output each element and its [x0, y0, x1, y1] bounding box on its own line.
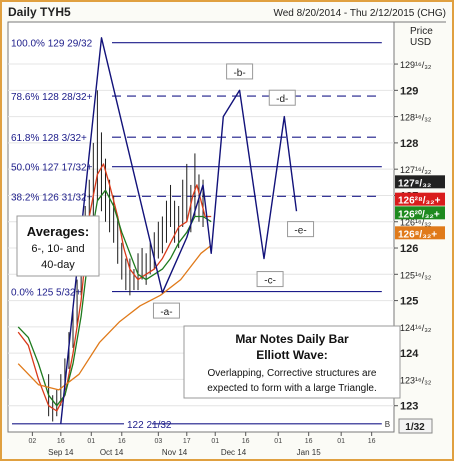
price-tag-label: 126²⁸/₃₂+ — [398, 196, 441, 207]
wave-label: -c- — [264, 276, 276, 287]
price-tag-label: 126²⁰/₃₂+ — [398, 209, 440, 220]
wave-label-box — [226, 63, 254, 80]
fib-label: 100.0% 129 29/32 — [11, 39, 93, 50]
averages-box — [16, 215, 100, 277]
y-tick-label: 126 — [400, 243, 418, 255]
y-tick-label: 124¹⁶/₃₂ — [400, 323, 432, 333]
x-tick-label: 16 — [242, 438, 250, 445]
price-tag — [395, 226, 445, 240]
x-tick-label: 01 — [337, 438, 345, 445]
price-tag — [395, 175, 445, 189]
price-tag-label: 127⁸/₃₂ — [398, 178, 431, 189]
fib-label: 61.8% 128 3/32+ — [11, 133, 87, 144]
y-tick-label: 125 — [400, 296, 418, 308]
fib-label: 38.2% 126 31/32+ — [11, 192, 93, 203]
scale-badge — [398, 418, 433, 434]
y-tick-label: 128 — [400, 138, 418, 150]
moving-averages — [17, 163, 212, 412]
x-tick-label: 16 — [57, 438, 65, 445]
fib-label: 0.0% 125 5/32+ — [11, 288, 81, 299]
fib-label: 50.0% 127 17/32+ — [11, 163, 93, 174]
y-tick-label: 123 — [400, 401, 418, 413]
y-tick-label: 129 — [400, 85, 418, 97]
y-tick-label: 128¹⁶/₃₂ — [400, 113, 432, 123]
commentary-body: expected to form with a large Triangle. — [207, 383, 377, 394]
y-units-label: Price — [410, 26, 433, 37]
commentary-headline: Mar Notes Daily Bar — [235, 332, 349, 346]
commentary-body: Overlapping, Corrective structures are — [208, 368, 377, 379]
wave-label-box — [152, 302, 180, 319]
wave-label: -d- — [276, 94, 288, 105]
x-month-label: Oct 14 — [100, 448, 124, 457]
x-tick-label: 17 — [183, 438, 191, 445]
y-tick-label: 124 — [400, 348, 419, 360]
wave-label-box — [256, 271, 284, 288]
x-tick-label: 02 — [28, 438, 36, 445]
average-series-line — [17, 163, 212, 412]
average-series-line — [17, 189, 212, 407]
x-month-label: Dec 14 — [221, 448, 247, 457]
b-marker: B — [385, 420, 390, 429]
y-tick-label: 125¹⁶/₃₂ — [400, 270, 432, 280]
wave-label: -b- — [233, 68, 245, 79]
y-tick-label: 127¹⁶/₃₂ — [400, 165, 432, 175]
x-tick-label: 01 — [211, 438, 219, 445]
wave-label: -a- — [160, 307, 172, 318]
fibonacci-levels: 100.0% 129 29/32 78.6% 128 28/32+ 61.8% 12… — [11, 39, 390, 431]
date-range: Wed 8/20/2014 - Thu 2/12/2015 (CHG) — [273, 8, 446, 19]
averages-line: 40-day — [41, 259, 75, 271]
scale-note: 1/32 — [405, 422, 425, 433]
x-tick-label: 01 — [87, 438, 95, 445]
x-tick-label: 03 — [154, 438, 162, 445]
wave-path — [60, 37, 298, 424]
x-tick-label: 01 — [274, 438, 282, 445]
price-tag-label: 126⁸/₃₂+ — [398, 229, 437, 240]
y-tick-label: 129¹⁶/₃₂ — [400, 60, 432, 70]
x-month-label: Jan 15 — [297, 448, 322, 457]
y-tick-label: 123¹⁶/₃₂ — [400, 375, 432, 385]
fib-label: 122 21/32 — [127, 420, 172, 431]
price-tag — [395, 192, 445, 206]
x-month-label: Sep 14 — [48, 448, 74, 457]
averages-title: Averages: — [27, 224, 89, 239]
x-tick-label: 16 — [368, 438, 376, 445]
wave-label: -e- — [294, 226, 306, 237]
wave-label-box — [287, 221, 315, 238]
annotations: Averages: 6-, 10- and 40-day Mar Notes Dail… — [16, 215, 401, 399]
price-tag — [395, 206, 445, 220]
averages-line: 6-, 10- and — [31, 243, 84, 255]
commentary-headline: Elliott Wave: — [256, 348, 328, 362]
wave-labels: -a- -b- -c- -d- -e- — [152, 63, 315, 319]
chart-title: Daily TYH5 — [8, 5, 71, 19]
wave-series-line — [60, 37, 298, 424]
commentary-box — [183, 325, 401, 399]
average-series-line — [17, 244, 212, 391]
fib-label: 78.6% 128 28/32+ — [11, 92, 93, 103]
x-month-label: Nov 14 — [162, 448, 188, 457]
y-units-label: USD — [410, 37, 431, 48]
x-axis: 02 16 01 16 03 17 01 16 01 16 01 16 Sep 14 Oct 14 Nov … — [28, 432, 376, 457]
y-tick-label: 126¹⁶/₃₂ — [400, 218, 432, 228]
price-tags: 127⁸/₃₂ 126²⁸/₃₂+ 126²⁰/₃₂+ 126⁸/₃₂+ — [395, 175, 445, 240]
wave-label-box — [268, 89, 296, 106]
x-tick-label: 16 — [305, 438, 313, 445]
x-tick-label: 16 — [118, 438, 126, 445]
